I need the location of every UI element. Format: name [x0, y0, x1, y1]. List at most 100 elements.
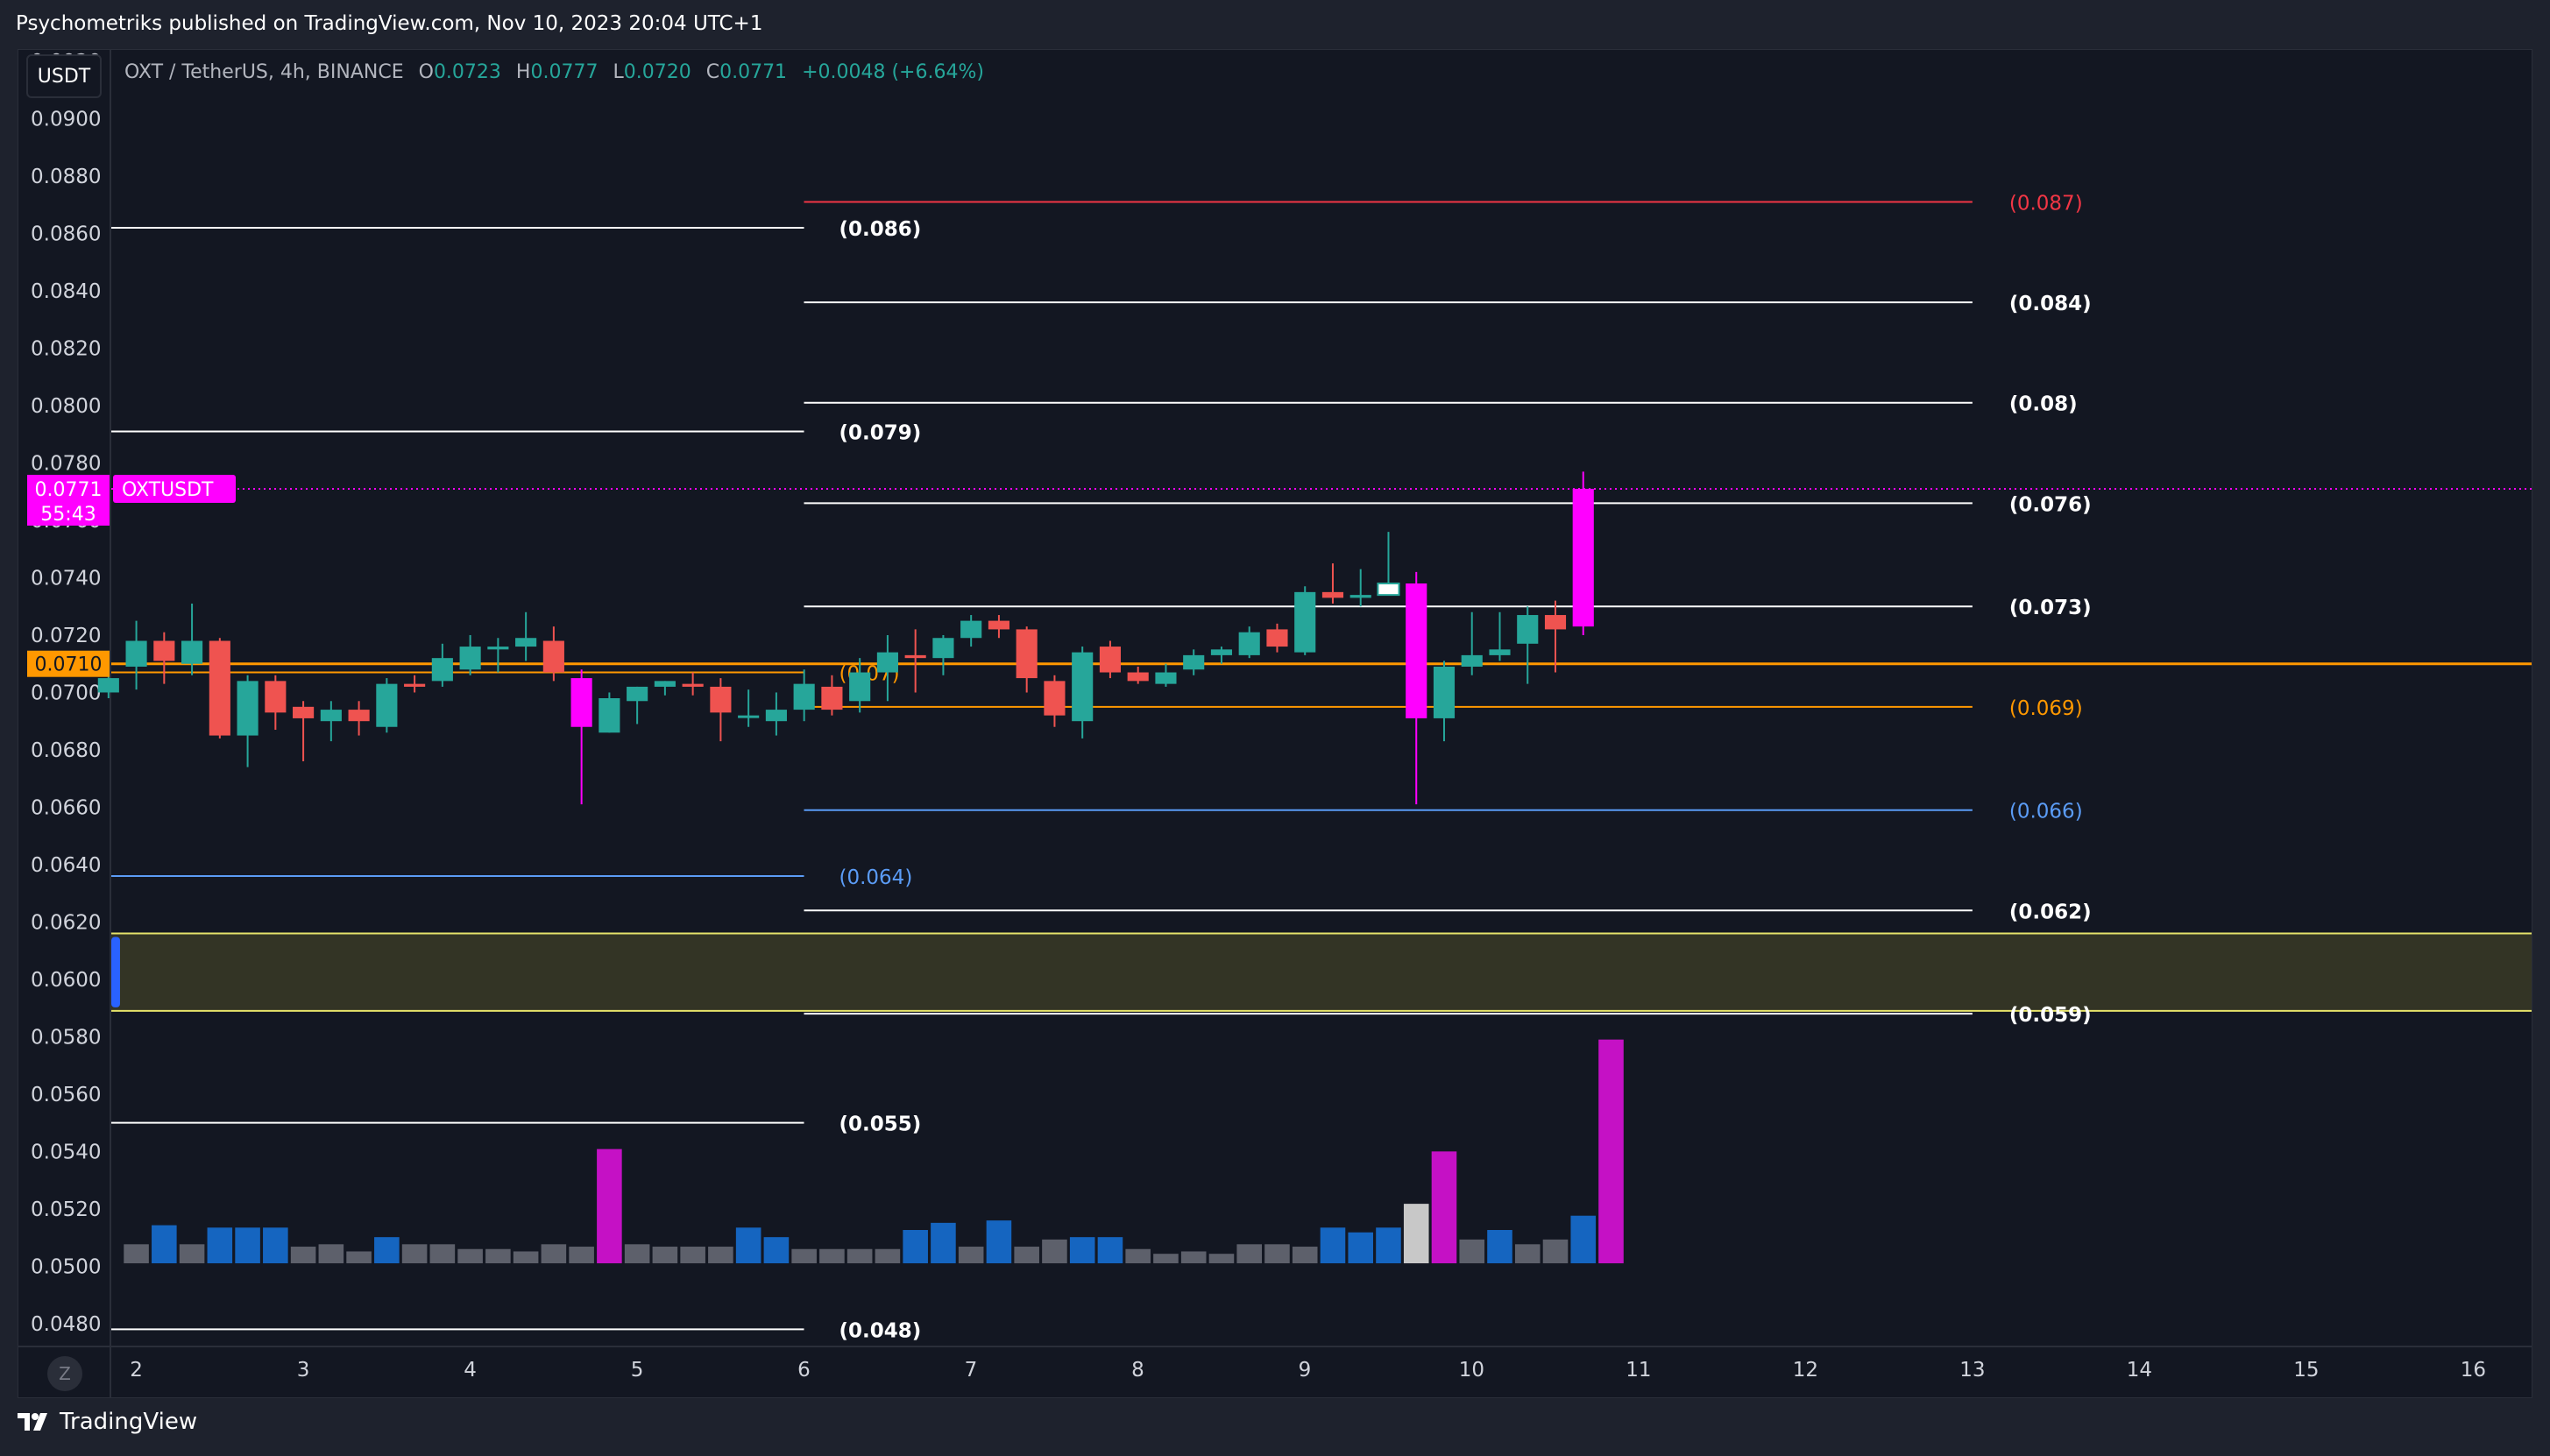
volume-bar: [819, 1248, 845, 1264]
candle-body: [1544, 615, 1567, 630]
volume-bar: [1487, 1230, 1512, 1264]
y-tick-label: 0.0520: [31, 1198, 101, 1221]
x-tick-label: 8: [1131, 1359, 1144, 1382]
volume-bar: [986, 1220, 1012, 1264]
volume-bar: [1042, 1239, 1067, 1264]
candle-body: [793, 683, 815, 710]
volume-bar: [903, 1230, 928, 1264]
volume-bar: [318, 1244, 344, 1264]
volume-bar: [1570, 1215, 1597, 1264]
orange-price-badge: [27, 650, 110, 677]
volume-bar: [263, 1227, 288, 1264]
currency-button[interactable]: USDT: [26, 54, 102, 98]
candle-body: [237, 681, 259, 736]
candle-body: [209, 640, 230, 736]
y-tick-label: 0.0640: [31, 854, 101, 877]
level-label: (0.059): [2009, 1004, 2092, 1027]
volume-bar: [513, 1251, 539, 1264]
x-tick-label: 12: [1793, 1359, 1818, 1382]
close-value: 0.0771: [719, 61, 788, 83]
candle-body: [682, 683, 704, 687]
candle-body: [487, 647, 509, 650]
y-tick-label: 0.0700: [31, 682, 101, 704]
volume-bar: [846, 1248, 873, 1264]
level-label: (0.073): [2009, 597, 2092, 619]
symbol-badge-label: OXTUSDT: [122, 479, 214, 501]
level-label: (0.084): [2009, 293, 2092, 315]
candle-body: [265, 681, 287, 713]
volume-bar: [1069, 1237, 1095, 1264]
candle-body: [515, 638, 537, 647]
high-label: H: [515, 61, 531, 83]
demand-zone: [111, 933, 2532, 1011]
open-value: 0.0723: [433, 61, 501, 83]
candle-body: [1572, 488, 1594, 627]
x-tick-label: 7: [965, 1359, 978, 1382]
candle-body: [97, 678, 119, 693]
volume-bar: [680, 1247, 705, 1264]
candle-body: [932, 638, 954, 659]
candle-body: [1155, 672, 1177, 684]
candle-body: [627, 686, 648, 702]
y-tick-label: 0.0660: [31, 796, 101, 819]
orange-price-label: 0.0710: [35, 654, 103, 676]
candle-body: [821, 686, 843, 710]
volume-bar: [1292, 1247, 1318, 1264]
last-price-badge: [27, 474, 110, 526]
volume-bar: [1014, 1247, 1039, 1264]
x-tick-label: 9: [1299, 1359, 1312, 1382]
publish-info: Psychometriks published on TradingView.c…: [16, 12, 763, 35]
candle-body: [765, 710, 787, 722]
candle-body: [293, 706, 315, 718]
level-label: (0.076): [2009, 493, 2092, 516]
volume-bar: [485, 1248, 511, 1264]
volume-bar: [708, 1247, 733, 1264]
y-tick-label: 0.0840: [31, 280, 101, 303]
y-tick-label: 0.0820: [31, 338, 101, 361]
volume-bar: [207, 1227, 233, 1264]
low-label: L: [613, 61, 624, 83]
volume-bar: [1403, 1204, 1429, 1264]
level-label: (0.086): [839, 218, 922, 241]
volume-bar: [1598, 1039, 1624, 1264]
candle-body: [1349, 595, 1371, 598]
x-tick-label: 14: [2127, 1359, 2152, 1382]
x-tick-label: 11: [1626, 1359, 1651, 1382]
zone-handle: [111, 937, 120, 1007]
level-label: (0.066): [2009, 801, 2083, 823]
candle-body: [1321, 591, 1344, 598]
candle-body: [988, 620, 1009, 630]
close-label: C: [705, 61, 720, 83]
chart-pane[interactable]: 0.09200.09000.08800.08600.08400.08200.08…: [18, 49, 2532, 1398]
brand[interactable]: TradingView: [16, 1409, 197, 1435]
candle-body: [459, 647, 481, 670]
volume-bar: [875, 1248, 901, 1264]
candle-body: [1461, 654, 1483, 667]
volume-bar: [931, 1222, 956, 1264]
zoom-reset-button[interactable]: Z: [47, 1356, 82, 1391]
tradingview-logo-icon: [18, 1413, 47, 1431]
candle-body: [1183, 654, 1205, 670]
y-tick-label: 0.0740: [31, 567, 101, 590]
x-tick-label: 5: [631, 1359, 644, 1382]
candle-body: [348, 710, 370, 722]
volume-bar: [1180, 1251, 1207, 1264]
y-tick-label: 0.0620: [31, 911, 101, 934]
candle-body: [1377, 583, 1400, 597]
y-tick-label: 0.0600: [31, 969, 101, 992]
price-chart[interactable]: 0.09200.09000.08800.08600.08400.08200.08…: [18, 50, 2532, 1398]
y-tick-label: 0.0540: [31, 1141, 101, 1163]
volume-bar: [1431, 1151, 1457, 1264]
level-label: (0.055): [839, 1113, 922, 1136]
volume-bar: [179, 1244, 205, 1264]
volume-bar: [1459, 1239, 1485, 1264]
level-label: (0.064): [839, 866, 913, 889]
volume-bar: [1125, 1248, 1151, 1264]
candle-body: [710, 686, 732, 713]
x-tick-label: 13: [1959, 1359, 1985, 1382]
symbol-legend: OXT / TetherUS, 4h, BINANCE O0.0723 H0.0…: [124, 61, 984, 83]
x-tick-label: 6: [797, 1359, 811, 1382]
y-tick-label: 0.0500: [31, 1255, 101, 1278]
y-tick-label: 0.0860: [31, 223, 101, 246]
volume-bar: [652, 1247, 678, 1264]
